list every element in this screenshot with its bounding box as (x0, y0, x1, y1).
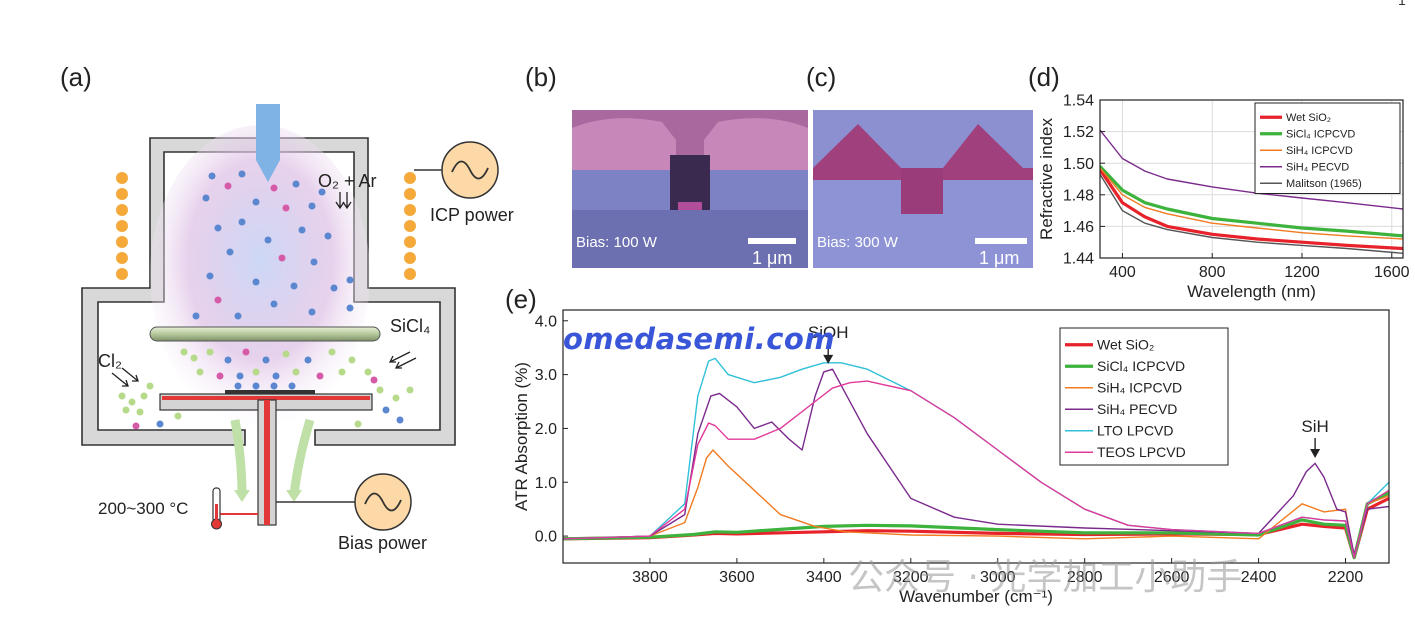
atr-absorption-chart: 3800 3600 3400 3200 3000 2800 2600 2400 2200 0.0 1… (512, 309, 1390, 606)
gas-inlet-label: O₂ + Ar (318, 171, 377, 191)
series-line-5 (563, 380, 1389, 559)
series-line-1 (563, 491, 1389, 560)
chamber-wall (81, 137, 456, 446)
annotation-arrowhead-1 (1310, 449, 1321, 459)
legend-label-0: Wet SiO₂ (1097, 337, 1154, 353)
icp-chamber-schematic (81, 104, 499, 531)
panel-c-label: (c) (806, 62, 837, 92)
legend-label-1: SiCl₄ ICPCVD (1097, 358, 1185, 374)
gas-ring-rod (149, 326, 381, 342)
series-line-4 (1100, 173, 1403, 254)
y-tick-label-4: 4.0 (535, 313, 557, 330)
plasma-particles (118, 170, 414, 430)
refractive-index-chart: 400 800 1200 1600 1.44 1.46 1.48 1.50 1.52 1.54 Wa… (1037, 93, 1410, 301)
y-tick-label-5: 1.54 (1063, 93, 1094, 110)
y-tick-label-4: 1.52 (1063, 124, 1094, 141)
sem-c-bias: Bias: 300 W (817, 234, 898, 251)
y-tick-label-3: 1.50 (1063, 156, 1094, 173)
sem-image-bias-100w: Bias: 100 W 1 μm (572, 110, 808, 268)
series-line-1 (1100, 165, 1403, 238)
sem-c-scale-bar (975, 238, 1027, 244)
annotation-label-1: SiH (1301, 417, 1328, 436)
y-axis-label: ATR Absorption (%) (512, 362, 531, 511)
x-tick-label-0: 400 (1109, 264, 1136, 281)
y-tick-label-2: 1.48 (1063, 187, 1094, 204)
site-watermark: omedasemi.com (563, 322, 836, 356)
sicl4-label: SiCl₄ (390, 316, 431, 336)
x-tick-label-1: 800 (1199, 264, 1226, 281)
x-tick-label-0: 3800 (632, 569, 668, 586)
coil-left (116, 172, 128, 280)
x-tick-label-2: 1200 (1284, 264, 1320, 281)
bias-power-label: Bias power (338, 533, 428, 553)
wechat-watermark: 公众号 · 光学加工小助手 (848, 557, 1243, 598)
sem-c-scale-text: 1 μm (979, 248, 1020, 268)
x-tick-label-1: 3600 (719, 569, 755, 586)
y-tick-label-1: 1.46 (1063, 219, 1094, 236)
icp-power-label: ICP power (430, 205, 514, 225)
x-tick-label-2: 3400 (806, 569, 842, 586)
sem-image-bias-300w: Bias: 300 W 1 μm (813, 110, 1033, 268)
wafer (225, 390, 315, 394)
series-line-2 (563, 449, 1389, 559)
annotation-label-0: SiOH (808, 323, 849, 342)
legend-label-0: Wet SiO₂ (1286, 112, 1331, 124)
y-tick-label-0: 1.44 (1063, 251, 1094, 268)
panel-b-label: (b) (525, 62, 557, 92)
y-axis-label: Refractive index (1037, 118, 1056, 240)
series-line-3 (1100, 129, 1403, 210)
x-tick-label-4: 3000 (980, 569, 1016, 586)
x-axis-label: Wavelength (nm) (1187, 282, 1316, 301)
panel-d-label: (d) (1028, 62, 1060, 92)
axes-frame (562, 309, 1390, 564)
coil-right (404, 172, 416, 280)
y-tick-label-1: 1.0 (535, 475, 557, 492)
legend-label-5: TEOS LPCVD (1097, 444, 1186, 460)
panel-e-label: (e) (505, 284, 537, 314)
series-line-3 (563, 368, 1389, 556)
y-tick-label-0: 0.0 (535, 529, 557, 546)
cl2-label: Cl₂ (98, 351, 122, 371)
legend-label-3: SiH₄ PECVD (1097, 401, 1177, 417)
series-line-2 (1100, 167, 1403, 240)
legend-label-2: SiH₄ ICPCVD (1286, 145, 1353, 157)
legend-label-2: SiH₄ ICPCVD (1097, 380, 1182, 396)
legend-box (1059, 327, 1229, 466)
page-number: 1 (1398, 0, 1406, 8)
annotation-arrowhead-0 (823, 354, 834, 364)
x-tick-label-3: 1600 (1374, 264, 1410, 281)
series-line-0 (1100, 168, 1403, 251)
legend-label-4: LTO LPCVD (1097, 423, 1174, 439)
sem-b-scale-bar (748, 238, 796, 244)
panel-a-label: (a) (60, 62, 92, 92)
axes-frame (1099, 99, 1404, 259)
x-tick-label-3: 3200 (893, 569, 929, 586)
x-tick-label-7: 2400 (1241, 569, 1277, 586)
x-tick-label-5: 2800 (1067, 569, 1103, 586)
y-tick-label-3: 3.0 (535, 367, 557, 384)
legend-label-3: SiH₄ PECVD (1286, 162, 1349, 174)
legend-label-4: Malitson (1965) (1286, 178, 1362, 190)
legend-label-1: SiCl₄ ICPCVD (1286, 129, 1355, 141)
x-tick-label-8: 2200 (1328, 569, 1364, 586)
temperature-label: 200~300 °C (98, 499, 189, 518)
sem-b-bias: Bias: 100 W (576, 234, 657, 251)
y-tick-label-2: 2.0 (535, 421, 557, 438)
x-axis-label: Wavenumber (cm⁻¹) (899, 587, 1053, 606)
sem-b-scale-text: 1 μm (752, 248, 793, 268)
gas-nozzle (256, 104, 280, 182)
x-tick-label-6: 2600 (1154, 569, 1190, 586)
